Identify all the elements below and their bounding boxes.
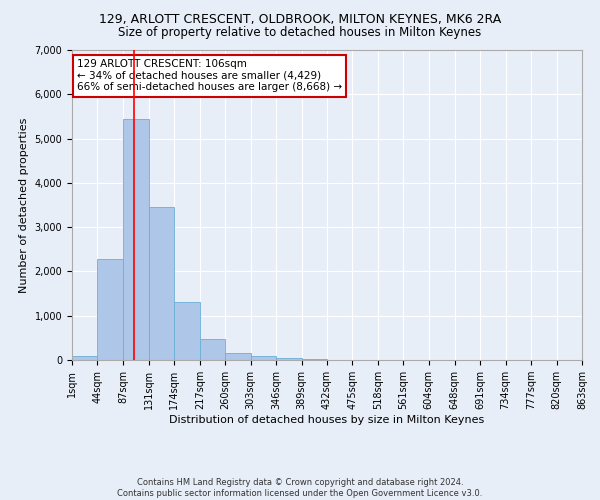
Text: Size of property relative to detached houses in Milton Keynes: Size of property relative to detached ho… [118,26,482,39]
Bar [72,356,97,360]
Bar [200,339,225,360]
Bar [123,118,149,360]
Bar [251,356,276,360]
Text: Contains HM Land Registry data © Crown copyright and database right 2024.
Contai: Contains HM Land Registry data © Crown c… [118,478,482,498]
Bar [149,207,175,360]
Bar [175,302,200,360]
Bar [225,353,251,360]
Bar [97,259,123,360]
Bar [302,358,327,360]
Text: 129, ARLOTT CRESCENT, OLDBROOK, MILTON KEYNES, MK6 2RA: 129, ARLOTT CRESCENT, OLDBROOK, MILTON K… [99,12,501,26]
Bar [276,358,302,360]
Y-axis label: Number of detached properties: Number of detached properties [19,118,29,292]
Text: 129 ARLOTT CRESCENT: 106sqm
← 34% of detached houses are smaller (4,429)
66% of : 129 ARLOTT CRESCENT: 106sqm ← 34% of det… [77,60,342,92]
X-axis label: Distribution of detached houses by size in Milton Keynes: Distribution of detached houses by size … [169,415,485,425]
